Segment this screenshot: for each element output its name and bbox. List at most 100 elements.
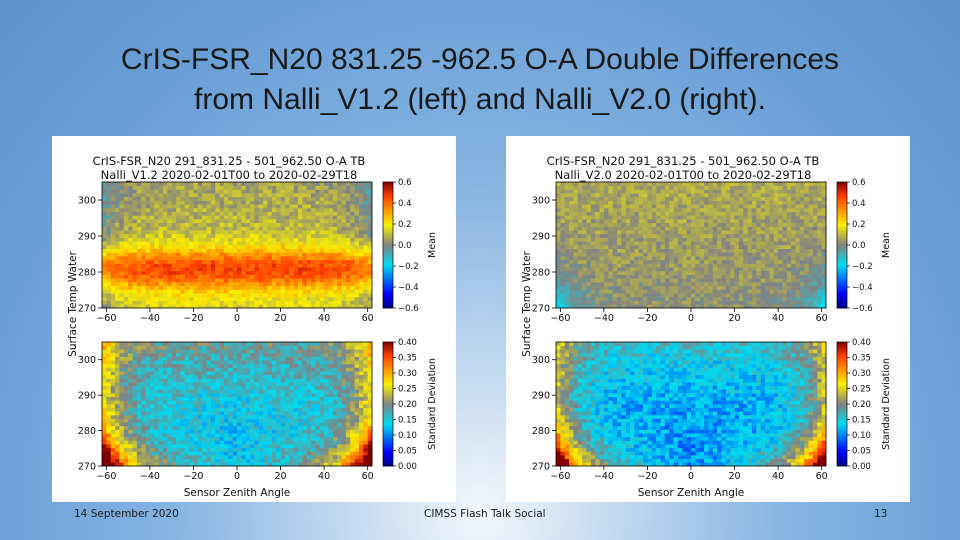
- heatmap-cell: [367, 226, 373, 231]
- heatmap-cell: [616, 293, 622, 298]
- heatmap-cell: [669, 278, 674, 283]
- heatmap-cell: [769, 300, 775, 305]
- heatmap-cell: [324, 378, 329, 383]
- heatmap-cell: [328, 285, 334, 290]
- heatmap-cell: [276, 411, 281, 416]
- heatmap-cell: [202, 393, 207, 398]
- heatmap-cell: [162, 444, 168, 449]
- heatmap-cell: [215, 462, 220, 467]
- heatmap-cell: [254, 455, 260, 460]
- heatmap-cell: [110, 285, 116, 290]
- heatmap-cell: [250, 289, 255, 294]
- heatmap-cell: [219, 207, 225, 212]
- colorbar-segment: [383, 368, 393, 372]
- heatmap-cell: [332, 389, 338, 394]
- heatmap-cell: [189, 289, 194, 294]
- heatmap-cell: [110, 237, 116, 242]
- heatmap-cell: [171, 296, 177, 301]
- heatmap-cell: [176, 256, 181, 261]
- heatmap-cell: [210, 356, 216, 361]
- heatmap-cell: [219, 422, 225, 427]
- heatmap-cell: [254, 263, 260, 268]
- heatmap-cell: [354, 245, 360, 250]
- heatmap-cell: [367, 400, 373, 405]
- heatmap-cell: [782, 296, 788, 301]
- heatmap-cell: [123, 182, 129, 187]
- heatmap-cell: [141, 396, 146, 401]
- heatmap-cell: [582, 274, 587, 279]
- heatmap-cell: [162, 342, 168, 346]
- heatmap-cell: [332, 407, 338, 412]
- heatmap-cell: [158, 414, 164, 419]
- heatmap-cell: [141, 259, 146, 264]
- heatmap-cell: [324, 185, 329, 190]
- heatmap-cell: [337, 345, 342, 350]
- heatmap-cell: [306, 436, 312, 441]
- heatmap-cell: [337, 352, 342, 357]
- heatmap-cell: [289, 278, 294, 283]
- heatmap-cell: [638, 296, 644, 301]
- heatmap-cell: [280, 400, 286, 405]
- heatmap-cell: [180, 230, 186, 235]
- heatmap-cell: [564, 289, 570, 294]
- heatmap-cell: [263, 389, 268, 394]
- heatmap-cell: [162, 252, 168, 257]
- heatmap-cell: [215, 215, 220, 220]
- heatmap-cell: [297, 385, 303, 390]
- heatmap-cell: [102, 374, 107, 379]
- heatmap-cell: [306, 196, 312, 201]
- heatmap-cell: [280, 455, 286, 460]
- heatmap-cell: [167, 393, 172, 398]
- heatmap-cell: [215, 385, 220, 390]
- heatmap-cell: [102, 189, 107, 194]
- heatmap-cell: [341, 367, 347, 372]
- heatmap-cell: [210, 211, 216, 216]
- heatmap-cell: [560, 300, 565, 305]
- heatmap-cell: [254, 407, 260, 412]
- heatmap-cell: [202, 226, 207, 231]
- heatmap-cell: [162, 382, 168, 387]
- heatmap-cell: [337, 289, 342, 294]
- heatmap-cell: [115, 342, 120, 346]
- heatmap-cell: [341, 429, 347, 434]
- heatmap-cell: [577, 270, 583, 275]
- heatmap-cell: [136, 296, 142, 301]
- heatmap-cell: [302, 211, 307, 216]
- heatmap-cell: [232, 263, 238, 268]
- heatmap-cell: [673, 304, 679, 309]
- heatmap-cell: [206, 189, 212, 194]
- heatmap-cell: [197, 371, 203, 376]
- heatmap-cell: [206, 444, 212, 449]
- heatmap-cell: [241, 400, 246, 405]
- heatmap-cell: [106, 371, 111, 376]
- heatmap-cell: [167, 444, 172, 449]
- heatmap-cell: [354, 396, 360, 401]
- heatmap-cell: [284, 226, 290, 231]
- heatmap-cell: [202, 300, 207, 305]
- heatmap-cell: [141, 425, 146, 430]
- heatmap-cell: [311, 429, 316, 434]
- heatmap-cell: [660, 285, 666, 290]
- heatmap-cell: [206, 371, 212, 376]
- heatmap-cell: [197, 263, 203, 268]
- heatmap-cell: [341, 425, 347, 430]
- heatmap-cell: [271, 374, 277, 379]
- heatmap-cell: [136, 349, 142, 354]
- heatmap-cell: [271, 226, 277, 231]
- heatmap-cell: [284, 360, 290, 365]
- heatmap-cell: [119, 342, 125, 346]
- heatmap-cell: [228, 282, 233, 287]
- heatmap-cell: [367, 182, 373, 187]
- heatmap-cell: [302, 349, 307, 354]
- heatmap-cell: [167, 382, 172, 387]
- heatmap-cell: [193, 436, 199, 441]
- heatmap-cell: [350, 429, 355, 434]
- heatmap-cell: [232, 252, 238, 257]
- heatmap-cell: [306, 433, 312, 438]
- heatmap-cell: [193, 222, 199, 227]
- heatmap-cell: [354, 440, 360, 445]
- heatmap-cell: [197, 252, 203, 257]
- heatmap-cell: [345, 196, 351, 201]
- heatmap-cell: [363, 367, 368, 372]
- heatmap-cell: [280, 193, 286, 198]
